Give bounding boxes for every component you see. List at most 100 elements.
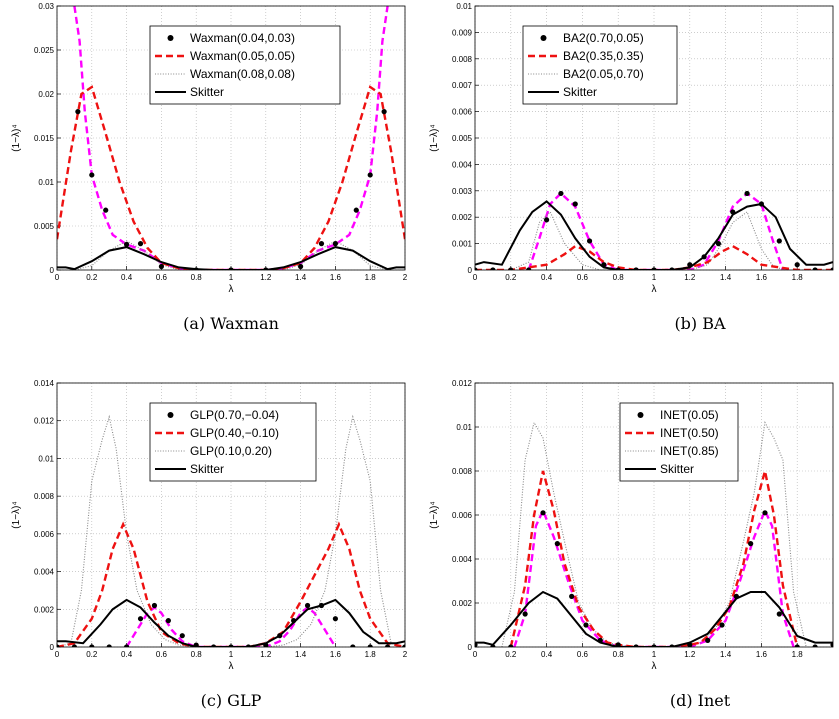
legend-marker [540, 35, 547, 41]
data-point [615, 642, 621, 647]
y-tick-label: 0.003 [452, 187, 473, 196]
y-tick-label: 0.004 [452, 555, 473, 564]
data-point [776, 238, 782, 244]
x-tick-label: 1 [652, 650, 657, 659]
legend-label: GLP(0.40,−0.10) [190, 426, 279, 440]
data-point [318, 602, 325, 609]
x-tick-label: 0.6 [156, 650, 168, 659]
y-axis-label: (1−λ)⁴ [11, 501, 22, 528]
data-point [544, 217, 550, 223]
y-axis-label: (1−λ)⁴ [429, 124, 440, 151]
x-tick-label: 0 [473, 273, 478, 282]
legend-label: Skitter [563, 85, 597, 99]
data-point [106, 644, 112, 647]
series-line-unlabeled [527, 191, 785, 270]
legend-label: BA2(0.35,0.35) [563, 49, 644, 63]
y-tick-label: 0.006 [452, 511, 473, 520]
panel-caption: (b) BA [674, 314, 726, 333]
data-point [583, 622, 589, 628]
data-point [291, 618, 297, 624]
series-line [57, 414, 405, 647]
data-point [385, 644, 391, 647]
y-tick-label: 0.012 [452, 379, 473, 388]
y-tick-label: 0.012 [34, 417, 55, 426]
x-tick-label: 1.6 [330, 650, 342, 659]
data-point [601, 262, 607, 268]
x-tick-label: 1.2 [684, 273, 696, 282]
x-axis-label: λ [229, 284, 234, 295]
legend-label: INET(0.05) [660, 408, 719, 422]
legend-label: GLP(0.10,0.20) [190, 444, 272, 458]
data-point [304, 602, 311, 609]
y-tick-label: 0.002 [452, 599, 473, 608]
x-tick-label: 1.8 [792, 650, 804, 659]
x-tick-label: 1.8 [365, 650, 377, 659]
data-point [350, 644, 356, 647]
x-tick-label: 0.8 [613, 650, 625, 659]
panel-caption: (d) Inet [670, 691, 731, 710]
series-line [57, 521, 405, 647]
data-point [228, 267, 234, 270]
series-layer [475, 420, 833, 647]
data-point [830, 267, 833, 270]
axes-frame [56, 382, 406, 648]
data-point [508, 644, 514, 647]
data-point [367, 644, 373, 647]
legend: BA2(0.70,0.05) BA2(0.35,0.35) BA2(0.05,0.7… [522, 25, 678, 105]
data-point [669, 644, 675, 647]
y-tick-label: 0.01 [38, 454, 54, 463]
y-tick-label: 0 [50, 643, 55, 652]
data-point [812, 267, 818, 270]
series-line [475, 244, 833, 270]
data-point [490, 267, 496, 270]
panel-caption: (a) Waxman [183, 314, 279, 333]
x-axis-label: λ [229, 661, 234, 672]
data-point [812, 644, 818, 647]
data-point [540, 510, 546, 516]
x-tick-label: 0 [55, 650, 60, 659]
series-layer [57, 6, 405, 270]
data-point [633, 644, 639, 647]
legend-label: Waxman(0.04,0.03) [190, 31, 295, 45]
data-point [830, 642, 833, 647]
data-point [569, 593, 575, 600]
axes-frame [56, 5, 406, 271]
legend: Waxman(0.04,0.03) Waxman(0.05,0.05) Waxman… [149, 25, 341, 105]
data-point [318, 241, 325, 247]
data-point [298, 263, 304, 270]
data-point [211, 644, 217, 647]
y-tick-label: 0.009 [452, 28, 473, 37]
data-point [475, 267, 478, 270]
x-tick-label: 0.8 [191, 650, 203, 659]
data-point [794, 644, 800, 647]
data-point [554, 541, 560, 547]
x-tick-label: 1.8 [792, 273, 804, 282]
y-tick-label: 0.007 [452, 81, 473, 90]
x-tick-label: 0.4 [541, 273, 553, 282]
x-tick-label: 1.6 [756, 273, 768, 282]
data-point [651, 644, 657, 647]
legend-marker [167, 35, 174, 41]
data-point [193, 642, 199, 647]
data-point [508, 267, 514, 270]
data-point [733, 593, 739, 600]
data-point [193, 267, 199, 270]
y-tick-label: 0.02 [38, 90, 54, 99]
y-tick-label: 0.002 [34, 605, 55, 614]
data-point [762, 510, 768, 516]
y-tick-label: 0.015 [34, 134, 55, 143]
y-tick-label: 0.008 [34, 492, 55, 501]
x-tick-label: 0.8 [613, 273, 625, 282]
data-point [758, 201, 765, 207]
x-axis-label: λ [652, 284, 657, 295]
axes-frame [474, 5, 834, 271]
data-point [597, 637, 603, 644]
chart-panel-d: 0 0.2 0.4 0.6 0.8 1 1.2 1.4 1.6 1.8 0 0.002 0.004 0.0… [429, 379, 834, 710]
data-point [165, 618, 171, 624]
x-tick-label: 0.4 [541, 650, 553, 659]
y-tick-label: 0 [50, 266, 55, 275]
x-tick-label: 0.4 [121, 650, 133, 659]
y-tick-label: 0.005 [34, 222, 55, 231]
data-point [744, 190, 750, 197]
series-line [57, 246, 405, 270]
